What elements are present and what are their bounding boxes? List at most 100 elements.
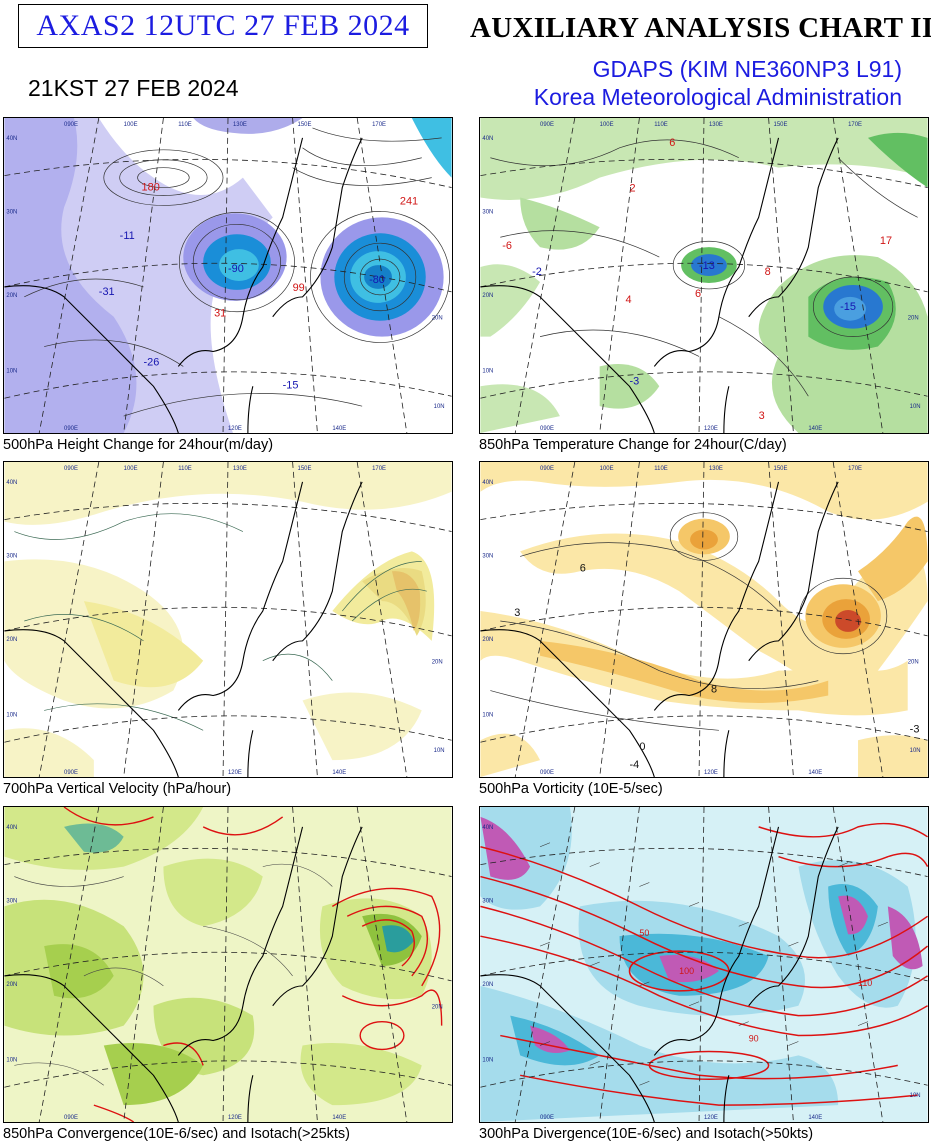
svg-text:-2: -2 — [532, 266, 542, 278]
svg-text:-15: -15 — [840, 301, 856, 313]
grid-labels: 40N 30N 20N 10N 20N 090E 120E 140E — [6, 825, 442, 1121]
svg-text:90: 90 — [749, 1034, 759, 1044]
svg-text:130E: 130E — [709, 122, 723, 128]
svg-text:10N: 10N — [482, 712, 493, 718]
svg-text:31: 31 — [214, 308, 226, 320]
svg-text:10N: 10N — [910, 748, 921, 754]
svg-text:-6: -6 — [502, 240, 512, 252]
coastlines — [480, 137, 839, 433]
coastlines — [480, 826, 839, 1122]
svg-text:40N: 40N — [6, 480, 17, 486]
svg-text:6: 6 — [669, 137, 675, 149]
svg-text:090E: 090E — [540, 426, 554, 432]
caption-convergence: 850hPa Convergence(10E-6/sec) and Isotac… — [3, 1126, 350, 1142]
svg-text:170E: 170E — [848, 122, 862, 128]
wind-barbs — [539, 842, 888, 1086]
svg-text:-11: -11 — [120, 230, 135, 242]
svg-text:090E: 090E — [540, 770, 554, 776]
svg-text:-3: -3 — [629, 375, 639, 387]
svg-text:20N: 20N — [482, 293, 493, 299]
svg-text:40N: 40N — [6, 825, 17, 831]
vorticity-map: -4 -3 0 3 6 8 090E 100E 110E 130E 150E 1… — [480, 462, 928, 777]
svg-text:130E: 130E — [233, 122, 247, 128]
svg-text:150E: 150E — [774, 122, 788, 128]
svg-text:130E: 130E — [709, 466, 723, 472]
svg-text:140E: 140E — [808, 770, 822, 776]
svg-text:100E: 100E — [600, 466, 614, 472]
chart-title: AUXILIARY ANALYSIS CHART II — [470, 12, 931, 44]
value-labels: 50 90 100 110 — [639, 928, 872, 1043]
svg-text:20N: 20N — [908, 316, 919, 322]
coastlines — [4, 826, 363, 1122]
divergence-map: 50 90 100 110 40N 30N 20N 10N 10N 090E 1… — [480, 807, 928, 1122]
svg-text:-15: -15 — [283, 379, 299, 391]
svg-text:8: 8 — [711, 684, 717, 696]
svg-text:2: 2 — [629, 183, 635, 195]
svg-text:17: 17 — [880, 235, 892, 247]
graticule — [480, 462, 928, 777]
svg-text:120E: 120E — [228, 426, 242, 432]
svg-text:090E: 090E — [64, 1115, 78, 1121]
svg-text:20N: 20N — [432, 660, 443, 666]
map-panel-vertical-velocity: 090E 100E 110E 130E 150E 170E 40N 30N 20… — [3, 461, 453, 778]
svg-text:10N: 10N — [482, 1057, 493, 1063]
caption-vertical-velocity: 700hPa Vertical Velocity (hPa/hour) — [3, 781, 232, 797]
svg-text:090E: 090E — [64, 770, 78, 776]
svg-text:090E: 090E — [540, 1115, 554, 1121]
svg-text:170E: 170E — [372, 466, 386, 472]
map-panel-divergence: 50 90 100 110 40N 30N 20N 10N 10N 090E 1… — [479, 806, 929, 1123]
svg-text:-26: -26 — [144, 356, 160, 368]
svg-text:120E: 120E — [228, 1115, 242, 1121]
svg-text:100E: 100E — [124, 466, 138, 472]
svg-text:20N: 20N — [6, 982, 17, 988]
svg-text:40N: 40N — [482, 480, 493, 486]
graticule — [4, 807, 452, 1122]
convergence-map: 40N 30N 20N 10N 20N 090E 120E 140E — [4, 807, 452, 1122]
vorticity-contours — [490, 512, 888, 731]
coastlines — [4, 481, 363, 777]
svg-text:10N: 10N — [434, 748, 445, 754]
value-labels: -13 -15 6 -3 -2 2 3 4 6 8 17 -6 — [502, 137, 892, 422]
svg-text:-3: -3 — [910, 723, 920, 735]
svg-text:10N: 10N — [6, 1057, 17, 1063]
temperature-change-shading — [480, 118, 928, 433]
svg-text:40N: 40N — [6, 136, 17, 142]
height-contours — [24, 127, 450, 417]
svg-text:120E: 120E — [704, 426, 718, 432]
height-change-map: -90 -80 -31 -26 -15 -11 31 99 180 241 09… — [4, 118, 452, 433]
svg-text:30N: 30N — [482, 209, 493, 215]
svg-text:6: 6 — [695, 288, 701, 300]
svg-text:8: 8 — [765, 266, 771, 278]
model-name: GDAPS (KIM NE360NP3 L91) — [592, 56, 902, 82]
svg-text:4: 4 — [625, 294, 631, 306]
caption-temperature-change: 850hPa Temperature Change for 24hour(C/d… — [479, 437, 787, 453]
svg-text:180: 180 — [142, 182, 160, 194]
svg-text:090E: 090E — [540, 122, 554, 128]
coastlines — [480, 481, 839, 777]
value-labels: -4 -3 0 3 6 8 — [514, 562, 919, 771]
svg-text:090E: 090E — [64, 426, 78, 432]
chart-id: AXAS2 12UTC 27 FEB 2024 — [36, 9, 410, 42]
svg-text:100E: 100E — [600, 122, 614, 128]
graticule — [4, 118, 452, 433]
graticule — [4, 462, 452, 777]
svg-text:110E: 110E — [654, 122, 667, 128]
map-panel-vorticity: -4 -3 0 3 6 8 090E 100E 110E 130E 150E 1… — [479, 461, 929, 778]
vertical-velocity-shading — [4, 462, 452, 777]
map-panel-convergence: 40N 30N 20N 10N 20N 090E 120E 140E — [3, 806, 453, 1123]
isotach-contours — [480, 822, 928, 1106]
svg-text:3: 3 — [514, 607, 520, 619]
divergence-shading — [480, 807, 928, 1122]
svg-text:10N: 10N — [910, 1093, 921, 1099]
svg-text:170E: 170E — [848, 466, 862, 472]
local-time: 21KST 27 FEB 2024 — [28, 75, 239, 101]
svg-text:20N: 20N — [432, 316, 443, 322]
svg-text:090E: 090E — [64, 466, 78, 472]
grid-labels: 090E 100E 110E 130E 150E 170E 40N 30N 20… — [6, 122, 444, 432]
height-fall-shading — [4, 118, 452, 433]
svg-text:99: 99 — [293, 282, 305, 294]
convergence-shading — [4, 807, 452, 1122]
svg-text:-90: -90 — [228, 263, 244, 275]
vertical-velocity-map: 090E 100E 110E 130E 150E 170E 40N 30N 20… — [4, 462, 452, 777]
value-labels: -90 -80 -31 -26 -15 -11 31 99 180 241 — [99, 182, 418, 392]
